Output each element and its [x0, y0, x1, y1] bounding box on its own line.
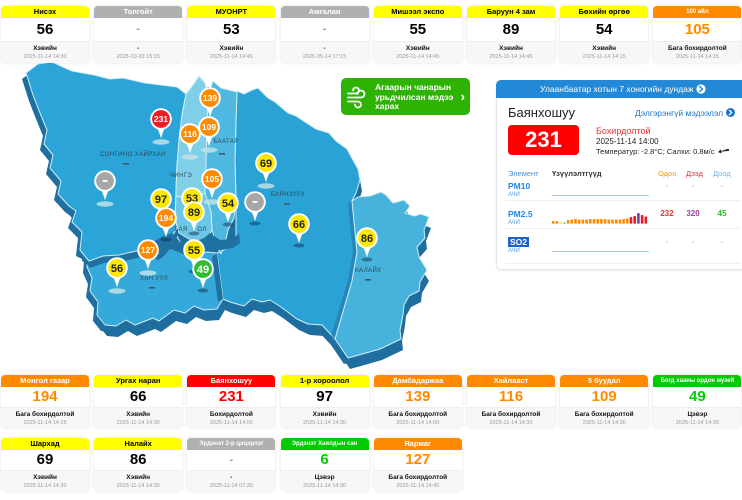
svg-text:194: 194: [159, 213, 173, 223]
svg-text:ЧИНГЭ: ЧИНГЭ: [170, 173, 192, 179]
svg-text:116: 116: [183, 129, 197, 139]
svg-text:ХАН УУЛ: ХАН УУЛ: [140, 276, 168, 282]
svg-text:97: 97: [155, 194, 167, 206]
svg-text:69: 69: [260, 158, 272, 170]
svg-text:НАЛАЙХ: НАЛАЙХ: [354, 266, 381, 274]
svg-text:66: 66: [293, 219, 305, 231]
svg-text:СОНГИНО ХАЙРХАН: СОНГИНО ХАЙРХАН: [100, 150, 166, 158]
svg-text:109: 109: [202, 122, 216, 132]
svg-text:БАЯНЗҮРХ: БАЯНЗҮРХ: [271, 192, 305, 198]
svg-text:127: 127: [141, 245, 155, 255]
svg-text:86: 86: [361, 233, 373, 245]
svg-text:231: 231: [154, 114, 168, 124]
svg-text:49: 49: [197, 264, 209, 276]
svg-text:56: 56: [111, 263, 123, 275]
svg-text:55: 55: [188, 245, 200, 257]
svg-text:139: 139: [203, 93, 217, 103]
svg-text:ОЛ: ОЛ: [197, 227, 206, 233]
svg-text:БАЯ: БАЯ: [174, 227, 187, 233]
svg-text:105: 105: [205, 174, 219, 184]
svg-text:54: 54: [222, 198, 235, 210]
svg-text:БААТАР: БААТАР: [213, 139, 238, 145]
svg-text:89: 89: [188, 207, 200, 219]
